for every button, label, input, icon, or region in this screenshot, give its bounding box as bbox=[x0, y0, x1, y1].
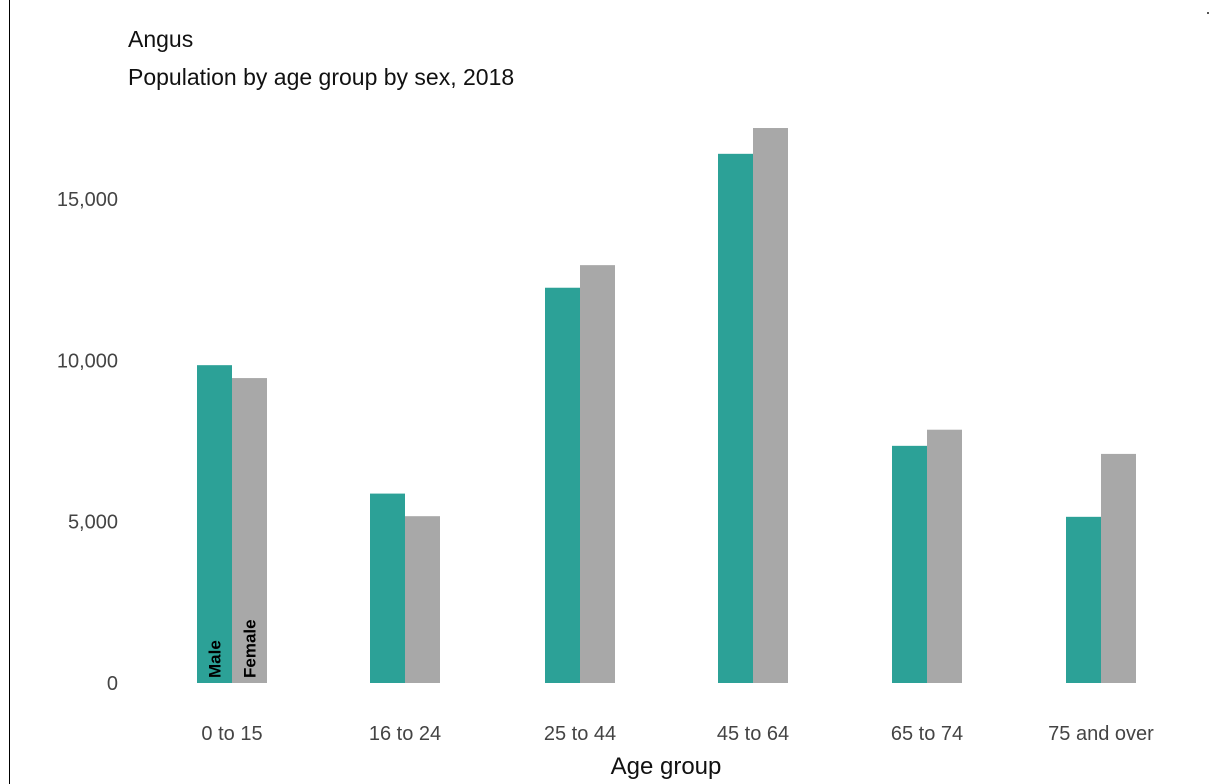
bar-male-1 bbox=[197, 365, 232, 683]
y-axis-ticks: 0 5,000 10,000 15,000 bbox=[57, 189, 118, 695]
bar-female-4 bbox=[753, 128, 788, 684]
x-tick-label: 0 to 15 bbox=[201, 723, 262, 745]
bar-female-3 bbox=[580, 265, 615, 683]
y-tick-label: 5,000 bbox=[68, 512, 118, 534]
left-border-line bbox=[9, 0, 10, 784]
bar-groups: Male Female bbox=[197, 128, 1136, 684]
bar-male-6 bbox=[1066, 516, 1101, 683]
bar-female-2 bbox=[405, 516, 440, 683]
x-tick-label: 16 to 24 bbox=[369, 723, 441, 745]
chart-subtitle: Population by age group by sex, 2018 bbox=[128, 64, 515, 90]
bar-male-2 bbox=[370, 493, 405, 683]
corner-mark bbox=[1207, 12, 1209, 14]
bar-male-5 bbox=[892, 445, 927, 683]
x-tick-label: 75 and over bbox=[1048, 723, 1154, 745]
bar-male-3 bbox=[545, 287, 580, 683]
y-tick-label: 10,000 bbox=[57, 350, 118, 372]
y-tick-label: 15,000 bbox=[57, 189, 118, 211]
x-tick-label: 45 to 64 bbox=[717, 723, 789, 745]
y-tick-label: 0 bbox=[107, 673, 118, 695]
series-label-female: Female bbox=[241, 619, 260, 678]
bar-male-4 bbox=[718, 153, 753, 683]
bar-female-5 bbox=[927, 429, 962, 683]
x-axis-title: Age group bbox=[611, 753, 722, 780]
bar-female-6 bbox=[1101, 453, 1136, 683]
x-tick-label: 65 to 74 bbox=[891, 723, 963, 745]
x-axis-ticks: 0 to 15 16 to 24 25 to 44 45 to 64 65 to 74 7… bbox=[201, 723, 1154, 745]
series-label-male: Male bbox=[206, 640, 225, 678]
chart-title: Angus bbox=[128, 26, 194, 52]
bar-female-1 bbox=[232, 378, 267, 683]
x-tick-label: 25 to 44 bbox=[544, 723, 616, 745]
